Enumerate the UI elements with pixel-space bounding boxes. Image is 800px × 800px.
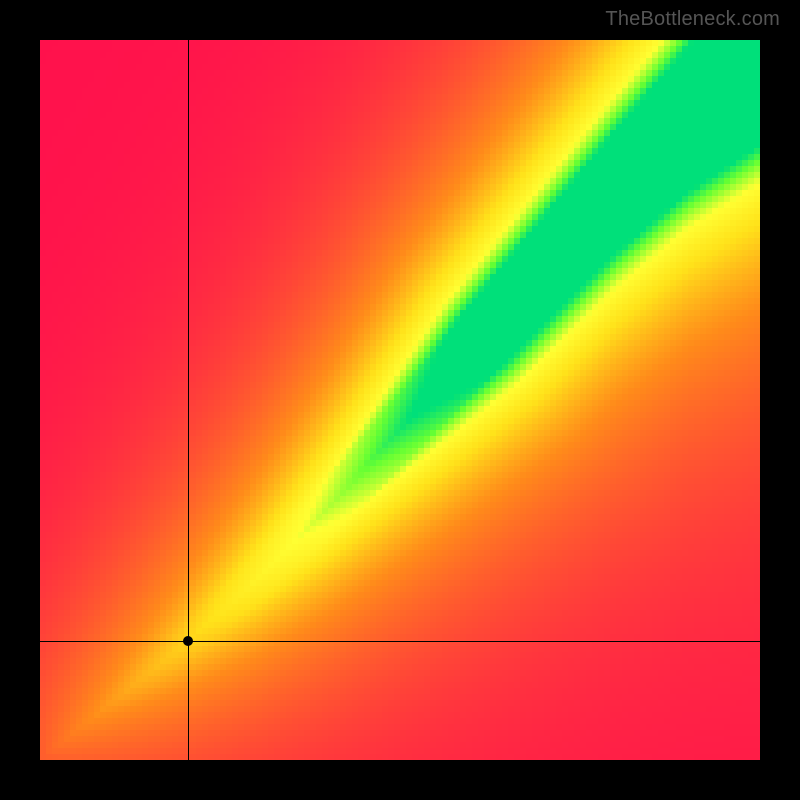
crosshair-vertical (188, 40, 189, 760)
heatmap-canvas (40, 40, 760, 760)
plot-area (40, 40, 760, 760)
watermark-text: TheBottleneck.com (605, 8, 780, 31)
chart-container: TheBottleneck.com (0, 0, 800, 800)
crosshair-horizontal (40, 641, 760, 642)
crosshair-marker (183, 636, 193, 646)
